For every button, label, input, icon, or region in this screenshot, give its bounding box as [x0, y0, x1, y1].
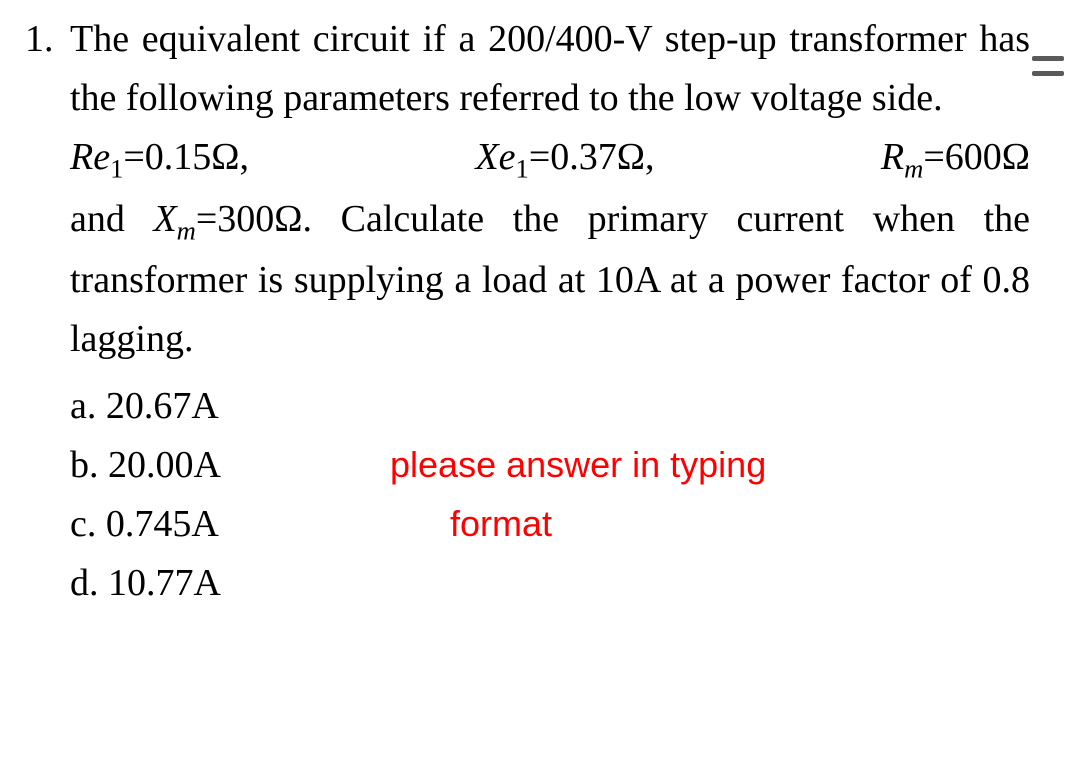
- rm-symbol: R: [881, 136, 904, 178]
- option-c: c. 0.745A: [70, 495, 290, 554]
- hamburger-menu-icon[interactable]: [1028, 38, 1068, 94]
- param-xe1: Xe1=0.37Ω,: [475, 128, 654, 190]
- menu-bar-1: [1032, 56, 1064, 61]
- question-text-part2: and Xm=300Ω. Calculate the primary curre…: [70, 190, 1030, 370]
- question-block: 1. The equivalent circuit if a 200/400-V…: [70, 10, 1030, 613]
- parameters-line: Re1=0.15Ω, Xe1=0.37Ω, Rm=600Ω: [70, 128, 1030, 190]
- answer-note-line2-wrap: format: [390, 501, 552, 548]
- re1-subscript: 1: [110, 153, 123, 183]
- re1-symbol: Re: [70, 136, 110, 178]
- xe1-value: =0.37Ω,: [529, 136, 655, 178]
- xe1-symbol: Xe: [475, 136, 515, 178]
- option-a: a. 20.67A: [70, 377, 1030, 436]
- rm-value: =600Ω: [923, 136, 1030, 178]
- param-rm: Rm=600Ω: [881, 128, 1030, 190]
- xm-symbol: X: [153, 198, 176, 240]
- xm-value: =300Ω.: [196, 198, 312, 240]
- question-number: 1.: [25, 10, 54, 69]
- note-line1: please answer in typing: [390, 442, 766, 489]
- question-text-part1: The equivalent circuit if a 200/400-V st…: [70, 18, 1030, 119]
- option-b: b. 20.00A: [70, 436, 290, 495]
- re1-value: =0.15Ω,: [123, 136, 249, 178]
- option-d: d. 10.77A: [70, 554, 1030, 613]
- note-line2: format: [450, 501, 552, 548]
- options-list: a. 20.67A b. 20.00A please answer in typ…: [70, 377, 1030, 613]
- answer-note: please answer in typing: [390, 442, 766, 489]
- and-text: and: [70, 198, 153, 240]
- xm-subscript: m: [177, 215, 196, 245]
- param-re1: Re1=0.15Ω,: [70, 128, 249, 190]
- xe1-subscript: 1: [516, 153, 529, 183]
- menu-bar-2: [1032, 71, 1064, 76]
- rm-subscript: m: [904, 153, 923, 183]
